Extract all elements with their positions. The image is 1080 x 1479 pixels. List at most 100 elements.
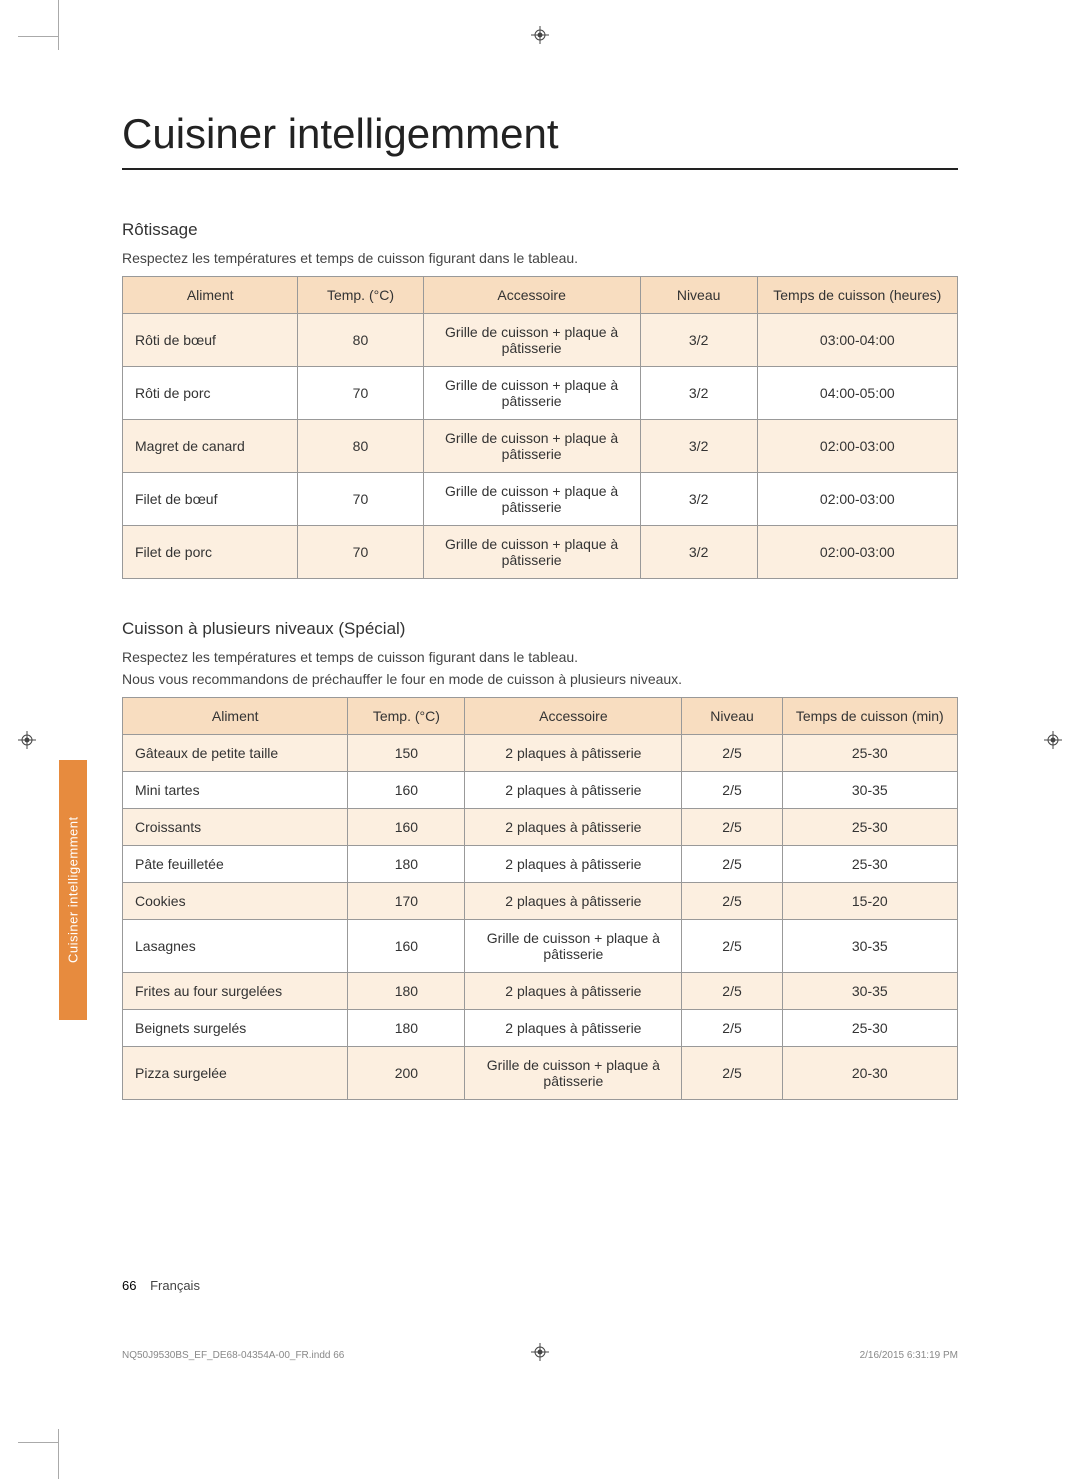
table-cell: Pâte feuilletée [123, 846, 348, 883]
section1-subtitle: Rôtissage [122, 220, 958, 240]
crop-mark [58, 0, 59, 50]
table-cell: 2/5 [682, 883, 782, 920]
table-cell: 70 [298, 473, 423, 526]
crop-mark [18, 1442, 58, 1443]
table-cell: 70 [298, 526, 423, 579]
table-cell: Croissants [123, 809, 348, 846]
table-rotissage: Aliment Temp. (°C) Accessoire Niveau Tem… [122, 276, 958, 579]
th-temps: Temps de cuisson (min) [782, 698, 957, 735]
print-footer: NQ50J9530BS_EF_DE68-04354A-00_FR.indd 66… [122, 1350, 958, 1361]
table-row: Beignets surgelés1802 plaques à pâtisser… [123, 1010, 958, 1047]
table-row: Filet de porc70Grille de cuisson + plaqu… [123, 526, 958, 579]
crop-mark [18, 36, 58, 37]
table-cell: Gâteaux de petite taille [123, 735, 348, 772]
table-cell: Grille de cuisson + plaque à pâtisserie [423, 473, 640, 526]
th-temp: Temp. (°C) [348, 698, 465, 735]
table-row: Pâte feuilletée1802 plaques à pâtisserie… [123, 846, 958, 883]
table-cell: 2/5 [682, 1010, 782, 1047]
table-cell: 200 [348, 1047, 465, 1100]
table-row: Rôti de porc70Grille de cuisson + plaque… [123, 367, 958, 420]
table-row: Gâteaux de petite taille1502 plaques à p… [123, 735, 958, 772]
registration-mark-icon [18, 731, 36, 749]
side-tab: Cuisiner intelligemment [59, 760, 87, 1020]
table-cell: Grille de cuisson + plaque à pâtisserie [423, 420, 640, 473]
table-row: Frites au four surgelées1802 plaques à p… [123, 973, 958, 1010]
table-cell: 2/5 [682, 735, 782, 772]
section2-subtitle: Cuisson à plusieurs niveaux (Spécial) [122, 619, 958, 639]
th-temp: Temp. (°C) [298, 277, 423, 314]
table-cell: Grille de cuisson + plaque à pâtisserie [423, 314, 640, 367]
th-accessoire: Accessoire [423, 277, 640, 314]
table-cell: 2 plaques à pâtisserie [465, 1010, 682, 1047]
th-temps: Temps de cuisson (heures) [757, 277, 957, 314]
table-cell: 25-30 [782, 735, 957, 772]
table-cell: Rôti de bœuf [123, 314, 298, 367]
table-cell: 2 plaques à pâtisserie [465, 735, 682, 772]
table-cell: 2 plaques à pâtisserie [465, 772, 682, 809]
table-cell: 3/2 [640, 314, 757, 367]
table-cell: 3/2 [640, 526, 757, 579]
table-cell: 2/5 [682, 846, 782, 883]
table-cell: 2/5 [682, 809, 782, 846]
page-title: Cuisiner intelligemment [122, 110, 958, 170]
table-cell: 180 [348, 846, 465, 883]
page-lang: Français [150, 1278, 200, 1293]
table-cell: 04:00-05:00 [757, 367, 957, 420]
table-cell: Filet de porc [123, 526, 298, 579]
table-cell: Lasagnes [123, 920, 348, 973]
table-cell: Rôti de porc [123, 367, 298, 420]
table-row: Filet de bœuf70Grille de cuisson + plaqu… [123, 473, 958, 526]
table-cell: Frites au four surgelées [123, 973, 348, 1010]
crop-mark [58, 1429, 59, 1479]
table-cell: 25-30 [782, 1010, 957, 1047]
table-cell: 3/2 [640, 420, 757, 473]
table-row: Lasagnes160Grille de cuisson + plaque à … [123, 920, 958, 973]
table-cell: Magret de canard [123, 420, 298, 473]
table-cell: 180 [348, 973, 465, 1010]
table-cell: Cookies [123, 883, 348, 920]
table-cell: 3/2 [640, 367, 757, 420]
table-cell: 160 [348, 772, 465, 809]
table-cell: 180 [348, 1010, 465, 1047]
table-cell: 70 [298, 367, 423, 420]
table-cell: 170 [348, 883, 465, 920]
table-row: Mini tartes1602 plaques à pâtisserie2/53… [123, 772, 958, 809]
section2-desc2: Nous vous recommandons de préchauffer le… [122, 671, 958, 687]
table-cell: 03:00-04:00 [757, 314, 957, 367]
th-accessoire: Accessoire [465, 698, 682, 735]
table-cell: 160 [348, 809, 465, 846]
table-cell: 02:00-03:00 [757, 473, 957, 526]
table-row: Pizza surgelée200Grille de cuisson + pla… [123, 1047, 958, 1100]
table-cell: 2 plaques à pâtisserie [465, 846, 682, 883]
th-niveau: Niveau [640, 277, 757, 314]
table-cell: 2/5 [682, 973, 782, 1010]
table-cell: 30-35 [782, 772, 957, 809]
table-cell: 80 [298, 420, 423, 473]
table-cell: Beignets surgelés [123, 1010, 348, 1047]
table-cell: 2 plaques à pâtisserie [465, 973, 682, 1010]
print-footer-left: NQ50J9530BS_EF_DE68-04354A-00_FR.indd 66 [122, 1350, 344, 1361]
table-cell: 160 [348, 920, 465, 973]
th-niveau: Niveau [682, 698, 782, 735]
page-number: 66 [122, 1278, 136, 1293]
table-row: Magret de canard80Grille de cuisson + pl… [123, 420, 958, 473]
table-cell: Grille de cuisson + plaque à pâtisserie [465, 1047, 682, 1100]
table-cell: Filet de bœuf [123, 473, 298, 526]
table-cell: 25-30 [782, 809, 957, 846]
table-cell: 02:00-03:00 [757, 526, 957, 579]
table-cell: 80 [298, 314, 423, 367]
table-cell: Mini tartes [123, 772, 348, 809]
table-cell: 2/5 [682, 772, 782, 809]
table-cell: 2 plaques à pâtisserie [465, 883, 682, 920]
table-cell: Grille de cuisson + plaque à pâtisserie [423, 367, 640, 420]
table-multiniveaux: Aliment Temp. (°C) Accessoire Niveau Tem… [122, 697, 958, 1100]
table-row: Croissants1602 plaques à pâtisserie2/525… [123, 809, 958, 846]
table-cell: 20-30 [782, 1047, 957, 1100]
th-aliment: Aliment [123, 277, 298, 314]
section1-desc: Respectez les températures et temps de c… [122, 250, 958, 266]
table-cell: Grille de cuisson + plaque à pâtisserie [465, 920, 682, 973]
table-cell: Pizza surgelée [123, 1047, 348, 1100]
table-cell: 3/2 [640, 473, 757, 526]
table-cell: 2 plaques à pâtisserie [465, 809, 682, 846]
th-aliment: Aliment [123, 698, 348, 735]
